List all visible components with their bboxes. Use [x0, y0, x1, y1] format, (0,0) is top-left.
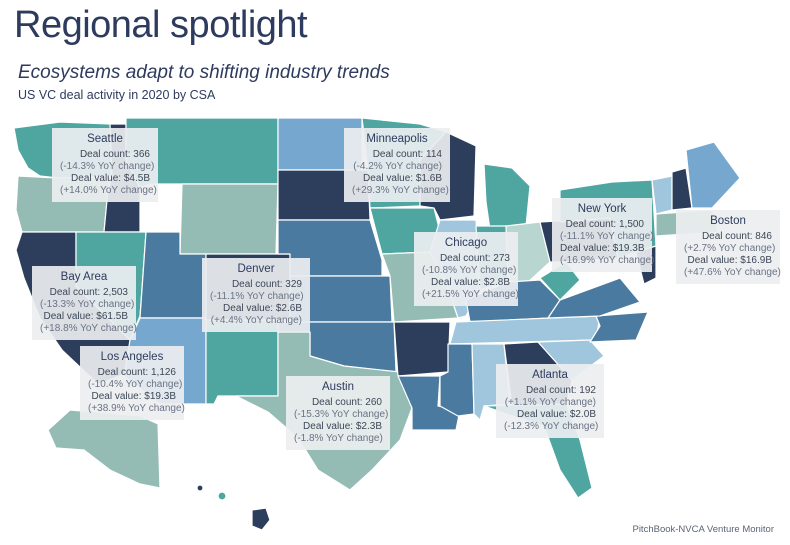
value-change: (+21.5% YoY change): [422, 289, 519, 300]
value-change: (+47.6% YoY change): [684, 267, 781, 278]
callout-city: Atlanta: [532, 369, 568, 381]
state-hawaii-islands: [217, 491, 227, 501]
state-michigan: [483, 163, 531, 231]
count-change: (-10.4% YoY change): [88, 379, 183, 390]
deal-count: Deal count: 366: [79, 149, 150, 160]
value-change: (+18.8% YoY change): [40, 323, 137, 334]
value-change: (-1.8% YoY change): [294, 433, 383, 444]
page-title: Regional spotlight: [14, 4, 308, 46]
deal-count: Deal count: 114: [372, 149, 442, 160]
callout-city: Los Angeles: [100, 351, 164, 363]
count-change: (-4.2% YoY change): [353, 161, 442, 172]
callout-city: Minneapolis: [366, 133, 428, 145]
deal-value: Deal value: $1.6B: [363, 173, 442, 184]
callout-minneapolis: Minneapolis Deal count: 114 (-4.2% YoY c…: [344, 128, 450, 202]
count-change: (-11.1% YoY change): [210, 291, 304, 302]
deal-count: Deal count: 329: [231, 279, 302, 290]
state-north-carolina: [589, 311, 649, 343]
callout-new-york: New York Deal count: 1,500 (-11.1% YoY c…: [552, 198, 655, 272]
callout-city: New York: [577, 203, 627, 215]
callout-los-angeles: Los Angeles Deal count: 1,126 (-10.4% Yo…: [80, 346, 185, 420]
state-virginia: [547, 277, 641, 319]
deal-count: Deal count: 2,503: [49, 287, 128, 298]
value-change: (-12.3% YoY change): [504, 421, 599, 432]
callout-city: Boston: [710, 215, 746, 227]
deal-value: Deal value: $2.6B: [223, 303, 302, 314]
deal-value: Deal value: $16.9B: [687, 255, 772, 266]
count-change: (-14.3% YoY change): [60, 161, 155, 172]
callout-atlanta: Atlanta Deal count: 192 (+1.1% YoY chang…: [496, 364, 604, 438]
state-wyoming: [179, 183, 279, 255]
value-change: (+14.0% YoY change): [60, 185, 157, 196]
deal-value: Deal value: $61.5B: [43, 311, 128, 322]
callout-boston: Boston Deal count: 846 (+2.7% YoY change…: [676, 210, 781, 284]
count-change: (+1.1% YoY change): [504, 397, 596, 408]
page-subtitle: Ecosystems adapt to shifting industry tr…: [18, 62, 390, 83]
deal-count: Deal count: 192: [525, 385, 596, 396]
count-change: (-15.3% YoY change): [294, 409, 389, 420]
map-caption: US VC deal activity in 2020 by CSA: [18, 88, 216, 102]
deal-count: Deal count: 846: [701, 231, 772, 242]
deal-count: Deal count: 260: [311, 397, 382, 408]
callout-city: Denver: [237, 263, 275, 275]
state-hawaii-islet: [196, 484, 204, 492]
state-alaska: [47, 409, 161, 489]
source-credit: PitchBook-NVCA Venture Monitor: [632, 524, 774, 535]
count-change: (-13.3% YoY change): [40, 299, 135, 310]
state-new-mexico: [205, 319, 279, 405]
deal-value: Deal value: $19.3B: [91, 391, 176, 402]
state-arkansas: [393, 321, 451, 377]
value-change: (+38.9% YoY change): [88, 403, 185, 414]
callout-chicago: Chicago Deal count: 273 (-10.8% YoY chan…: [414, 232, 519, 306]
callout-city: Chicago: [444, 237, 488, 249]
deal-count: Deal count: 273: [439, 253, 510, 264]
deal-count: Deal count: 1,126: [97, 367, 176, 378]
count-change: (+2.7% YoY change): [684, 243, 776, 254]
deal-value: Deal value: $4.5B: [71, 173, 150, 184]
count-change: (-10.8% YoY change): [422, 265, 517, 276]
deal-value: Deal value: $2.0B: [517, 409, 596, 420]
value-change: (+4.4% YoY change): [210, 315, 302, 326]
value-change: (-16.9% YoY change): [560, 255, 655, 266]
callout-bay-area: Bay Area Deal count: 2,503 (-13.3% YoY c…: [32, 266, 137, 340]
callout-austin: Austin Deal count: 260 (-15.3% YoY chang…: [286, 376, 390, 450]
deal-value: Deal value: $2.8B: [431, 277, 510, 288]
callout-city: Bay Area: [60, 271, 108, 283]
callout-seattle: Seattle Deal count: 366 (-14.3% YoY chan…: [52, 128, 158, 202]
callout-city: Austin: [322, 381, 354, 393]
state-vermont: [651, 175, 673, 215]
value-change: (+29.3% YoY change): [352, 185, 449, 196]
callout-city: Seattle: [87, 133, 123, 145]
deal-value: Deal value: $19.3B: [560, 243, 645, 254]
deal-value: Deal value: $2.3B: [303, 421, 382, 432]
callout-denver: Denver Deal count: 329 (-11.1% YoY chang…: [202, 258, 310, 332]
state-hawaii-main: [251, 507, 271, 531]
state-maine: [685, 141, 741, 209]
deal-count: Deal count: 1,500: [565, 219, 644, 230]
count-change: (-11.1% YoY change): [560, 231, 654, 242]
